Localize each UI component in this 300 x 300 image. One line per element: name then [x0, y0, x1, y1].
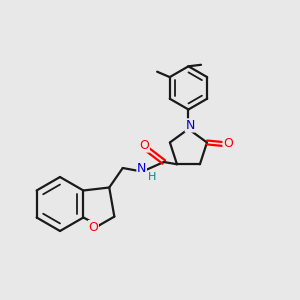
- Text: O: O: [223, 137, 233, 151]
- Text: O: O: [88, 220, 98, 234]
- Text: N: N: [137, 162, 146, 175]
- Text: O: O: [140, 139, 149, 152]
- Text: H: H: [148, 172, 156, 182]
- Text: N: N: [185, 119, 195, 132]
